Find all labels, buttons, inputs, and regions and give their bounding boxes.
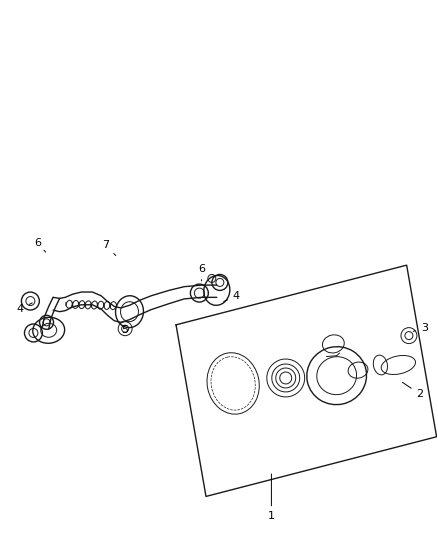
Text: 7: 7 <box>102 240 116 255</box>
Text: 6: 6 <box>198 264 205 281</box>
Text: 3: 3 <box>413 322 428 333</box>
Text: 2: 2 <box>403 382 424 399</box>
Text: 4: 4 <box>224 290 240 302</box>
Text: 6: 6 <box>34 238 46 252</box>
Text: 5: 5 <box>122 320 134 335</box>
Text: 1: 1 <box>268 474 275 521</box>
Text: 4: 4 <box>17 303 32 314</box>
